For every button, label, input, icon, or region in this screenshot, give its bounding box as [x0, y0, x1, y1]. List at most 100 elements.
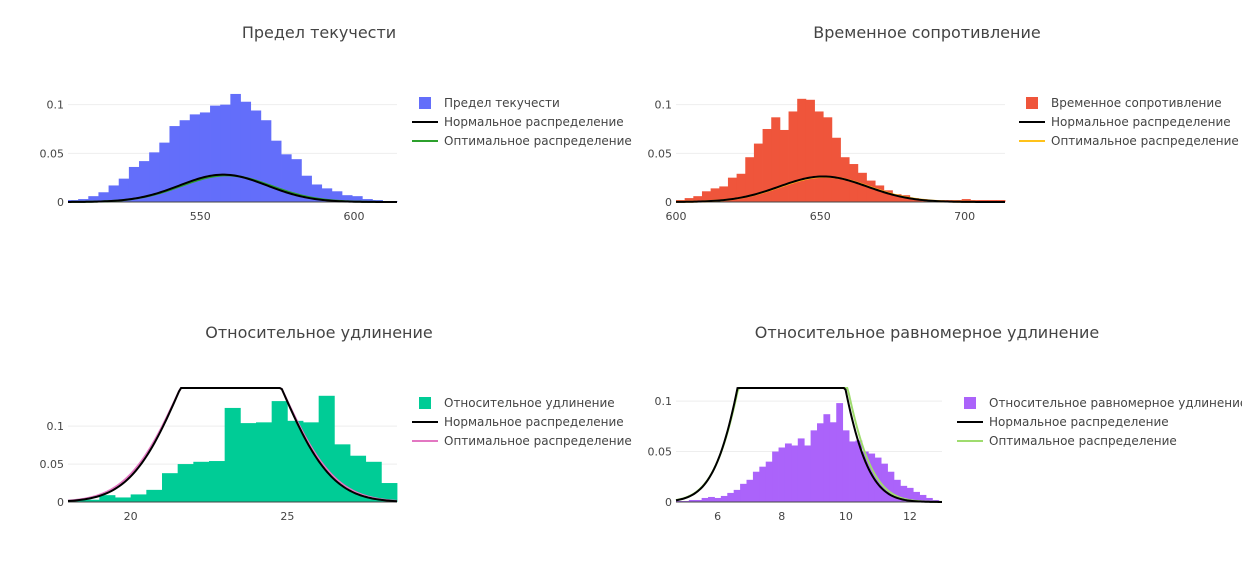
subplot-title: Относительное равномерное удлинение — [755, 323, 1099, 342]
subplot-title: Предел текучести — [242, 23, 396, 42]
histogram-bar — [210, 106, 221, 202]
histogram-bar — [791, 445, 798, 502]
histogram-bars — [68, 94, 397, 202]
histogram-bar — [836, 403, 843, 502]
y-tick-label: 0.05 — [40, 458, 65, 471]
histogram-bar — [721, 496, 728, 502]
legend-label: Относительное равномерное удлинение — [989, 396, 1242, 410]
y-tick-label: 0 — [57, 496, 64, 509]
histogram-bar — [734, 490, 741, 502]
legend-label: Временное сопротивление — [1051, 96, 1222, 110]
y-tick-label: 0.1 — [47, 99, 65, 112]
legend-swatch — [964, 397, 976, 409]
subplot-title: Относительное удлинение — [205, 323, 433, 342]
histogram-bar — [858, 173, 867, 202]
histogram-bar — [849, 441, 856, 502]
legend-label: Оптимальное распределение — [444, 134, 632, 148]
legend-label: Оптимальное распределение — [1051, 134, 1239, 148]
histogram-bar — [811, 430, 818, 502]
histogram-bar — [727, 493, 734, 502]
legend-item-histogram: Относительное удлинение — [419, 396, 615, 410]
histogram-bar — [708, 497, 715, 502]
histogram-bar — [806, 100, 815, 202]
histogram-bar — [129, 167, 140, 202]
x-tick-label: 650 — [810, 210, 831, 223]
histogram-bar — [193, 462, 209, 502]
y-tick-label: 0.1 — [47, 420, 65, 433]
x-tick-label: 6 — [714, 510, 721, 523]
histogram-bar — [798, 438, 805, 502]
legend-label: Предел текучести — [444, 96, 560, 110]
histogram-bar — [303, 422, 319, 502]
x-tick-label: 8 — [778, 510, 785, 523]
histogram-bar — [785, 443, 792, 502]
subplot-1: Предел текучести 0 0.05 0.1 550 600 Предел тек… — [40, 23, 632, 223]
histogram-bar — [109, 185, 120, 202]
legend-item-optimal: Оптимальное распределение — [957, 434, 1177, 448]
histogram-bar — [766, 462, 773, 502]
histogram-bar — [759, 467, 766, 502]
histogram-bar — [240, 423, 256, 502]
x-tick-label: 700 — [954, 210, 975, 223]
x-tick-label: 25 — [280, 510, 294, 523]
x-tick-label: 20 — [124, 510, 138, 523]
histogram-bar — [815, 111, 824, 202]
histogram-bar — [281, 154, 292, 202]
x-tick-label: 12 — [903, 510, 917, 523]
histogram-bar — [881, 464, 888, 502]
histogram-bar — [162, 473, 178, 502]
histogram-bar — [702, 498, 709, 502]
legend: Предел текучести Нормальное распределение… — [412, 96, 632, 148]
legend-label: Нормальное распределение — [444, 115, 624, 129]
y-tick-label: 0.1 — [655, 99, 673, 112]
legend-item-histogram: Относительное равномерное удлинение — [964, 396, 1242, 410]
legend-label: Оптимальное распределение — [444, 434, 632, 448]
histogram-bar — [178, 464, 194, 502]
y-tick-label: 0.05 — [40, 147, 65, 160]
legend-item-histogram: Предел текучести — [419, 96, 560, 110]
histogram-bar — [753, 472, 760, 502]
histogram-bars — [676, 99, 1005, 202]
legend-label: Относительное удлинение — [444, 396, 615, 410]
legend-label: Оптимальное распределение — [989, 434, 1177, 448]
histogram-bar — [843, 430, 850, 502]
histogram-bar — [866, 181, 875, 202]
legend-swatch — [419, 97, 431, 109]
histogram-bar — [240, 102, 251, 202]
legend-item-histogram: Временное сопротивление — [1026, 96, 1222, 110]
legend-item-normal: Нормальное распределение — [957, 415, 1169, 429]
x-tick-label: 550 — [190, 210, 211, 223]
histogram-bar — [772, 452, 779, 502]
histogram-bar — [779, 448, 786, 502]
histogram-bar — [875, 185, 884, 202]
histogram-bar — [272, 401, 288, 502]
x-tick-label: 600 — [343, 210, 364, 223]
y-tick-label: 0.05 — [648, 147, 673, 160]
histogram-bar — [740, 484, 747, 502]
histogram-bar — [823, 117, 832, 202]
subplot-3: Относительное удлинение 0 0.05 0.1 20 25 Относ… — [40, 323, 632, 523]
histogram-bar — [287, 421, 303, 502]
histogram-bar — [190, 114, 201, 202]
histogram-bar — [209, 461, 225, 502]
histogram-bar — [256, 422, 272, 502]
histogram-bar — [261, 120, 272, 202]
histogram-bar — [119, 179, 130, 202]
histogram-bar — [832, 138, 841, 202]
histogram-bar — [251, 110, 262, 202]
histogram-bar — [271, 141, 282, 202]
y-tick-label: 0 — [57, 196, 64, 209]
histogram-bars — [676, 403, 939, 502]
histogram-bar — [714, 498, 721, 502]
y-tick-label: 0.05 — [648, 446, 673, 459]
legend-swatch — [419, 397, 431, 409]
legend-swatch — [1026, 97, 1038, 109]
histogram-bar — [319, 396, 335, 502]
histogram-bar — [169, 126, 180, 202]
x-tick-label: 600 — [666, 210, 687, 223]
